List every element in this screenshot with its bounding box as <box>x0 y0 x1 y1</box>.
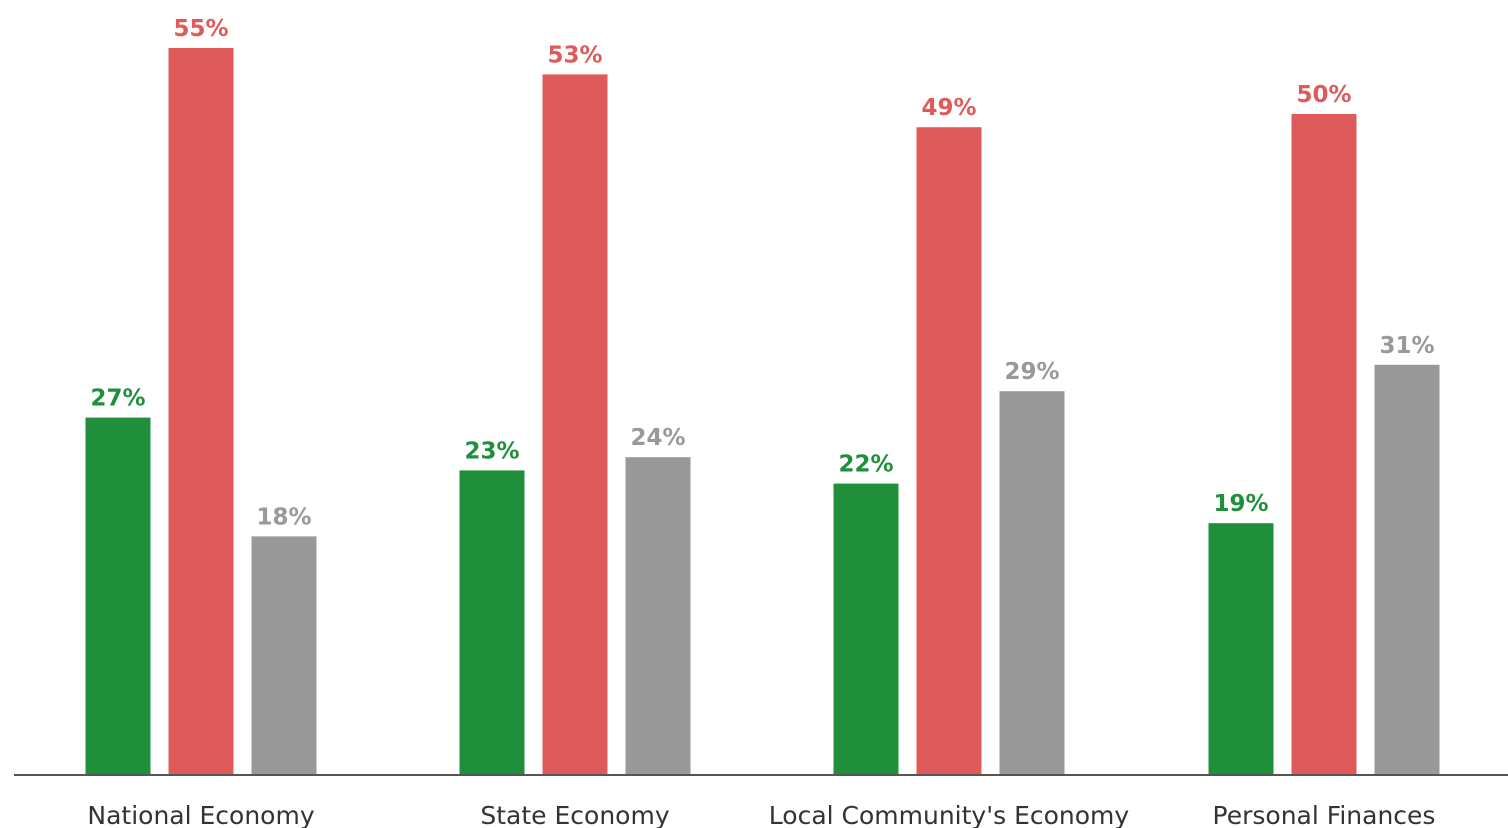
bars-layer <box>85 48 1440 774</box>
value-label-positive-2: 22% <box>838 452 893 478</box>
value-label-negative-1: 53% <box>547 42 602 68</box>
value-label-positive-0: 27% <box>90 386 145 412</box>
bar-positive-2 <box>833 483 899 774</box>
category-label-2: Local Community's Economy <box>769 801 1130 828</box>
category-label-0: National Economy <box>87 801 314 828</box>
bar-positive-0 <box>85 417 151 774</box>
value-label-negative-3: 50% <box>1296 82 1351 108</box>
value-label-neutral-0: 18% <box>256 504 311 530</box>
value-label-positive-3: 19% <box>1213 491 1268 517</box>
bar-negative-2 <box>916 127 982 774</box>
bar-neutral-2 <box>999 391 1065 774</box>
value-label-neutral-2: 29% <box>1004 359 1059 385</box>
bar-negative-3 <box>1291 114 1357 774</box>
value-label-negative-2: 49% <box>921 95 976 121</box>
value-label-positive-1: 23% <box>464 438 519 464</box>
bar-positive-3 <box>1208 523 1274 774</box>
category-labels-layer: National Economy State Economy Local Commu… <box>87 801 1435 828</box>
category-label-3: Personal Finances <box>1213 801 1436 828</box>
bar-neutral-1 <box>625 457 691 774</box>
bar-negative-1 <box>542 74 608 774</box>
bar-neutral-3 <box>1374 364 1440 774</box>
bar-neutral-0 <box>251 536 317 774</box>
bar-positive-1 <box>459 470 525 774</box>
bar-negative-0 <box>168 48 234 774</box>
value-label-neutral-1: 24% <box>630 425 685 451</box>
value-labels-layer: 27% 55% 18% 23% 53% 24% 22% 49% 29% 19% 50% 31% <box>90 16 1434 530</box>
value-label-negative-0: 55% <box>173 16 228 42</box>
category-label-1: State Economy <box>480 801 669 828</box>
value-label-neutral-3: 31% <box>1379 333 1434 359</box>
